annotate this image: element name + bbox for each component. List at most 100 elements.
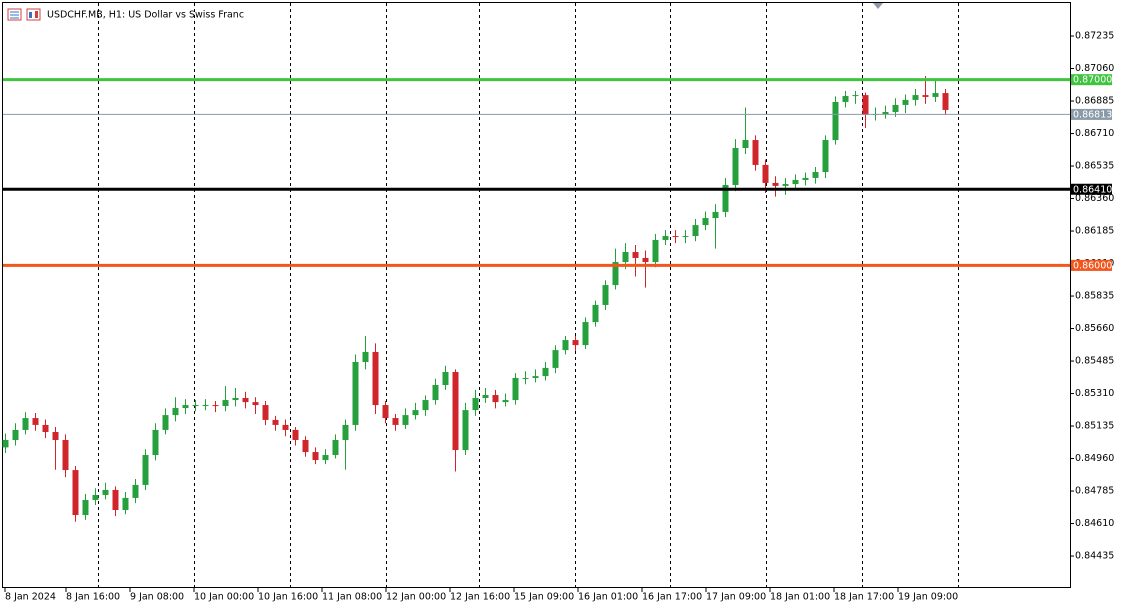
candle-body (532, 376, 539, 378)
y-tick-label: 0.85485 (1075, 356, 1114, 367)
candle-body (592, 304, 599, 323)
candle-body (392, 418, 399, 425)
candle-body (842, 96, 849, 102)
candle-body (832, 101, 839, 141)
y-tick-label: 0.86885 (1075, 96, 1114, 107)
candle-body (352, 361, 359, 425)
candle-body (572, 340, 579, 346)
candle-body (292, 429, 299, 440)
x-tick-label: 12 Jan 16:00 (450, 592, 510, 603)
candle-body (942, 93, 949, 110)
candle-body (232, 398, 239, 401)
candle-body (822, 140, 829, 172)
candle-body (562, 340, 569, 351)
price-level-tag (1071, 259, 1112, 271)
candle-body (92, 494, 99, 500)
shift-marker (873, 3, 883, 9)
candle-body (402, 415, 409, 425)
candle-body (722, 184, 729, 212)
price-level-tag (1071, 108, 1112, 120)
candle-body (742, 140, 749, 149)
candle-body (122, 497, 129, 510)
chart-title: USDCHF.MB, H1: US Dollar vs Swiss Franc (47, 10, 244, 21)
candle-body (582, 322, 589, 346)
candle-body (502, 400, 509, 403)
y-tick-label: 0.86360 (1075, 193, 1114, 204)
price-level-tag (1071, 183, 1112, 195)
candle-body (112, 489, 119, 510)
candle-body (912, 95, 919, 100)
candle-body (782, 184, 789, 186)
candle-body (732, 148, 739, 185)
y-tick-label: 0.86710 (1075, 128, 1114, 139)
candle-body (862, 95, 869, 115)
candle-body (762, 164, 769, 183)
y-tick-label: 0.84610 (1075, 518, 1114, 529)
candle-body (2, 439, 9, 448)
candle-body (22, 418, 29, 430)
plot-frame (2, 2, 1071, 588)
candle-body (72, 470, 79, 516)
candle-body (662, 236, 669, 240)
candle-body (672, 236, 679, 238)
x-tick-label: 18 Jan 01:00 (770, 592, 830, 603)
price-level-label: 0.86410 (1073, 184, 1112, 195)
candle-body (602, 285, 609, 305)
candle-body (622, 252, 629, 263)
y-tick-label: 0.84435 (1075, 551, 1114, 562)
candle-body (272, 419, 279, 425)
x-tick-label: 10 Jan 16:00 (258, 592, 318, 603)
candle-body (852, 95, 859, 97)
x-tick-label: 8 Jan 2024 (5, 592, 56, 603)
candle-body (692, 225, 699, 237)
candle-body (542, 367, 549, 377)
candle-body (242, 398, 249, 403)
candle-body (152, 429, 159, 456)
candle-body (142, 455, 149, 485)
candle-body (132, 484, 139, 498)
x-tick-label: 9 Jan 08:00 (130, 592, 184, 603)
candle-body (202, 405, 209, 407)
price-level-tag (1071, 74, 1112, 86)
candle-body (32, 418, 39, 425)
x-tick-label: 11 Jan 08:00 (322, 592, 382, 603)
candle-body (102, 489, 109, 495)
candle-body (682, 236, 689, 238)
candle-body (312, 452, 319, 461)
candle-body (522, 377, 529, 379)
candle-body (462, 410, 469, 451)
candle-body (162, 415, 169, 430)
price-level-label: 0.87000 (1073, 75, 1112, 86)
candle-body (262, 405, 269, 420)
candle-body (772, 182, 779, 186)
y-tick-label: 0.85835 (1075, 291, 1114, 302)
y-tick-label: 0.85660 (1075, 323, 1114, 334)
candle-body (652, 239, 659, 263)
x-tick-label: 16 Jan 01:00 (578, 592, 638, 603)
candle-body (362, 351, 369, 362)
candle-body (902, 99, 909, 105)
candle-body (642, 257, 649, 263)
candle-body (182, 405, 189, 409)
y-tick-label: 0.87060 (1075, 63, 1114, 74)
candle-body (332, 439, 339, 456)
candle-body (322, 455, 329, 461)
price-level-label: 0.86813 (1073, 109, 1112, 120)
candle-body (372, 351, 379, 406)
x-tick-label: 15 Jan 09:00 (514, 592, 574, 603)
x-tick-label: 17 Jan 09:00 (706, 592, 766, 603)
candle-body (222, 400, 229, 406)
candle-body (892, 104, 899, 112)
y-tick-label: 0.85135 (1075, 421, 1114, 432)
candle-body (712, 211, 719, 219)
candle-body (702, 218, 709, 226)
candle-body (52, 431, 59, 440)
y-tick-label: 0.86535 (1075, 161, 1114, 172)
candle-body (792, 179, 799, 185)
candle-body (752, 140, 759, 165)
candle-body (212, 405, 219, 407)
x-tick-label: 18 Jan 17:00 (834, 592, 894, 603)
candle-body (482, 395, 489, 399)
candle-body (442, 372, 449, 386)
